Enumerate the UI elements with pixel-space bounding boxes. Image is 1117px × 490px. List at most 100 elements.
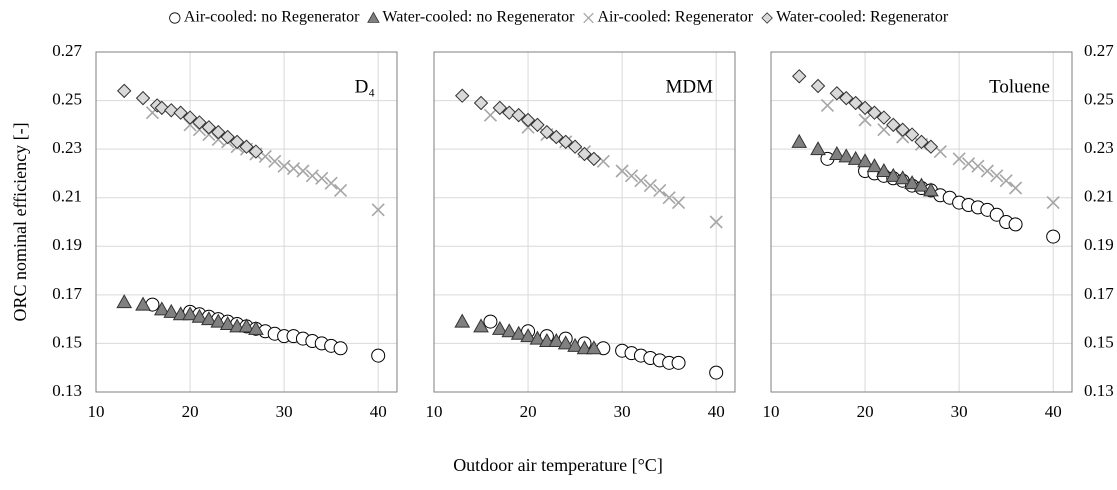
- y-tick-label: 0.19: [52, 235, 82, 254]
- marker-diamond: [867, 105, 882, 120]
- marker-circle: [371, 348, 386, 363]
- marker-x: [662, 191, 676, 205]
- x-tick-label: 10: [426, 402, 443, 421]
- annotation: D₄: [355, 76, 375, 97]
- marker-x: [1008, 181, 1023, 195]
- marker-x: [333, 183, 348, 197]
- marker-x: [653, 183, 667, 197]
- marker-diamond: [473, 95, 489, 111]
- plot-area: [434, 52, 735, 392]
- marker-x: [980, 164, 994, 178]
- x-tick-label: 10: [88, 402, 105, 421]
- x-tick-label: 10: [763, 402, 780, 421]
- marker-diamond: [492, 100, 508, 116]
- marker-x: [709, 215, 723, 229]
- marker-x: [634, 174, 648, 188]
- marker-triangle: [838, 148, 855, 163]
- marker-triangle: [539, 332, 555, 347]
- plot-area: [96, 52, 397, 392]
- marker-triangle: [172, 306, 189, 321]
- marker-diamond: [857, 100, 873, 116]
- marker-triangle: [367, 11, 380, 23]
- marker-triangle: [557, 335, 574, 350]
- marker-diamond: [586, 151, 602, 167]
- x-tick-label: 30: [951, 402, 968, 421]
- marker-diamond: [810, 78, 826, 94]
- marker-diamond: [886, 117, 901, 133]
- marker-x: [296, 164, 310, 178]
- marker-triangle: [182, 306, 198, 321]
- y-tick-label: 0.21: [1084, 187, 1114, 206]
- marker-x: [268, 154, 282, 168]
- marker-triangle: [454, 313, 471, 328]
- marker-triangle: [847, 150, 864, 165]
- marker-diamond: [914, 134, 929, 150]
- marker-triangle: [923, 182, 939, 197]
- marker-diamond: [829, 86, 845, 101]
- marker-circle: [483, 314, 498, 329]
- marker-diamond: [182, 110, 198, 125]
- marker-triangle: [238, 318, 255, 333]
- marker-triangle: [210, 313, 227, 328]
- marker-triangle: [163, 303, 180, 318]
- marker-x: [1046, 196, 1060, 210]
- marker-diamond: [549, 129, 564, 145]
- marker-x: [671, 196, 686, 210]
- marker-triangle: [548, 332, 565, 347]
- marker-diamond: [876, 110, 892, 125]
- marker-diamond: [558, 134, 573, 150]
- marker-diamond: [539, 124, 555, 140]
- legend-label: Air-cooled: no Regenerator: [184, 9, 360, 26]
- marker-diamond: [220, 129, 235, 145]
- y-axis-title: ORC nominal efficiency [-]: [10, 122, 30, 321]
- marker-diamond: [135, 90, 151, 106]
- marker-diamond: [839, 90, 854, 106]
- marker-x: [999, 174, 1013, 188]
- x-tick-label: 20: [857, 402, 874, 421]
- marker-diamond: [904, 127, 920, 142]
- marker-circle: [169, 12, 181, 24]
- marker-triangle: [885, 167, 902, 182]
- marker-triangle: [116, 294, 133, 309]
- marker-circle: [333, 341, 348, 356]
- annotation: MDM: [665, 76, 713, 97]
- marker-diamond: [848, 95, 863, 111]
- y-tick-label: 0.19: [1084, 235, 1114, 254]
- marker-x: [952, 152, 966, 166]
- marker-x: [324, 176, 338, 190]
- plot-border: [95, 51, 398, 393]
- plot-area: [771, 52, 1072, 392]
- marker-triangle: [219, 315, 236, 330]
- marker-triangle: [491, 320, 508, 335]
- marker-triangle: [520, 328, 536, 343]
- marker-diamond: [248, 144, 264, 159]
- marker-x: [583, 12, 594, 24]
- marker-diamond: [455, 88, 470, 103]
- marker-x: [315, 171, 329, 185]
- y-tick-label: 0.13: [52, 381, 82, 400]
- x-tick-label: 40: [370, 402, 387, 421]
- x-tick-label: 20: [520, 402, 537, 421]
- annotation: Toluene: [989, 76, 1050, 97]
- y-tick-label: 0.23: [1084, 138, 1114, 157]
- legend: Air-cooled: no Regenerator Water-cooled: …: [169, 9, 949, 26]
- marker-x: [371, 203, 385, 217]
- marker-triangle: [828, 145, 845, 160]
- marker-triangle: [586, 340, 602, 355]
- marker-diamond: [239, 139, 254, 154]
- marker-triangle: [791, 133, 808, 148]
- marker-x: [615, 164, 629, 178]
- marker-diamond: [530, 117, 545, 133]
- marker-triangle: [810, 141, 826, 156]
- marker-x: [483, 108, 498, 122]
- x-tick-label: 20: [182, 402, 199, 421]
- marker-triangle: [473, 318, 489, 333]
- marker-circle: [671, 355, 686, 370]
- marker-diamond: [201, 120, 217, 135]
- marker-circle: [1046, 229, 1061, 244]
- marker-triangle: [894, 170, 911, 185]
- marker-diamond: [792, 69, 807, 84]
- x-tick-label: 40: [1045, 402, 1062, 421]
- marker-triangle: [529, 330, 546, 345]
